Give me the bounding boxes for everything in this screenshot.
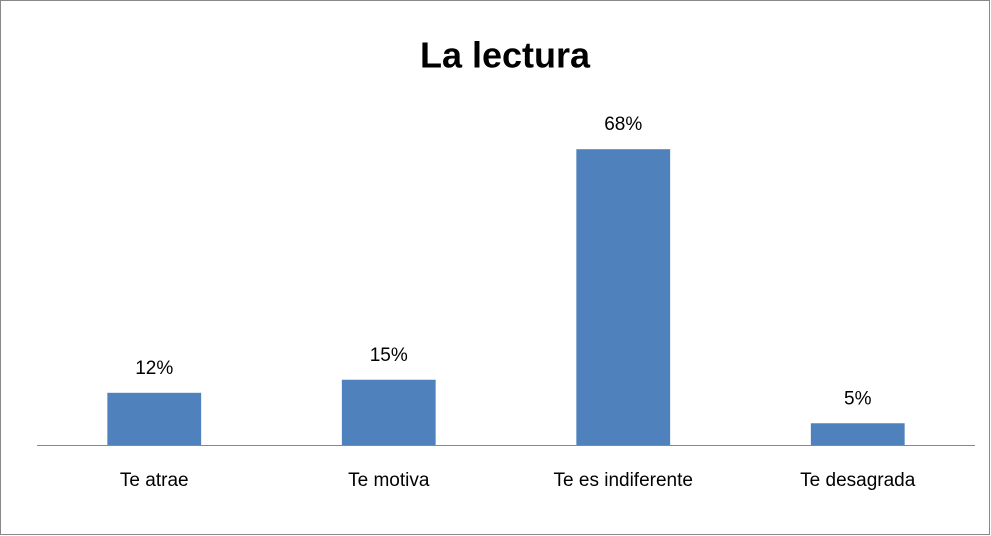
value-label: 5%	[844, 388, 872, 409]
value-label: 15%	[370, 345, 408, 366]
bar	[810, 423, 905, 445]
value-label: 68%	[604, 114, 642, 135]
bar	[341, 379, 436, 445]
value-label: 12%	[135, 358, 173, 379]
bar	[107, 392, 202, 445]
chart-title: La lectura	[420, 35, 591, 76]
x-tick-label: Te atrae	[120, 470, 189, 491]
bar	[576, 149, 671, 445]
x-tick-label: Te motiva	[348, 470, 430, 491]
x-tick-label: Te desagrada	[800, 470, 916, 491]
x-tick-label: Te es indiferente	[554, 470, 693, 491]
